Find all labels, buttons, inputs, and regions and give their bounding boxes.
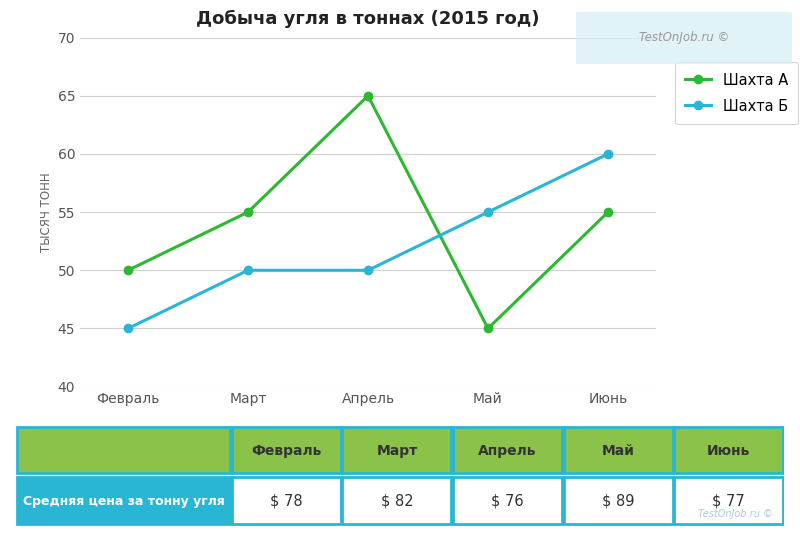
Шахта Б xyxy=(123,325,133,332)
FancyBboxPatch shape xyxy=(453,477,562,524)
Text: Апрель: Апрель xyxy=(478,444,537,458)
Text: TestOnJob.ru ©: TestOnJob.ru © xyxy=(639,31,729,44)
FancyBboxPatch shape xyxy=(453,427,562,473)
FancyBboxPatch shape xyxy=(563,477,673,524)
Y-axis label: ТЫСЯЧ ТОНН: ТЫСЯЧ ТОНН xyxy=(40,172,53,252)
FancyBboxPatch shape xyxy=(232,427,341,473)
Шахта А xyxy=(243,209,253,215)
FancyBboxPatch shape xyxy=(17,477,230,524)
Шахта А xyxy=(123,267,133,273)
Text: $ 89: $ 89 xyxy=(602,494,634,509)
Text: $ 82: $ 82 xyxy=(381,494,414,509)
Text: Средняя цена за тонну угля: Средняя цена за тонну угля xyxy=(22,495,224,508)
Text: $ 76: $ 76 xyxy=(491,494,524,509)
FancyBboxPatch shape xyxy=(232,477,341,524)
Text: Май: Май xyxy=(602,444,634,458)
Шахта Б xyxy=(483,209,493,215)
FancyBboxPatch shape xyxy=(570,12,794,64)
Text: Февраль: Февраль xyxy=(251,444,322,458)
FancyBboxPatch shape xyxy=(563,427,673,473)
Шахта Б xyxy=(603,151,613,157)
FancyBboxPatch shape xyxy=(342,427,451,473)
Title: Добыча угля в тоннах (2015 год): Добыча угля в тоннах (2015 год) xyxy=(196,10,540,28)
Шахта А xyxy=(603,209,613,215)
Legend: Шахта А, Шахта Б: Шахта А, Шахта Б xyxy=(675,62,798,125)
FancyBboxPatch shape xyxy=(674,477,783,524)
Text: TestOnJob.ru ©: TestOnJob.ru © xyxy=(698,510,773,519)
FancyBboxPatch shape xyxy=(342,477,451,524)
Шахта А xyxy=(363,92,373,99)
Text: $ 78: $ 78 xyxy=(270,494,302,509)
FancyBboxPatch shape xyxy=(674,427,783,473)
Шахта Б xyxy=(243,267,253,273)
Line: Шахта Б: Шахта Б xyxy=(124,150,612,332)
Text: $ 77: $ 77 xyxy=(712,494,745,509)
Text: Июнь: Июнь xyxy=(707,444,750,458)
Шахта А xyxy=(483,325,493,332)
Шахта Б xyxy=(363,267,373,273)
Text: Март: Март xyxy=(376,444,418,458)
FancyBboxPatch shape xyxy=(17,427,230,473)
Line: Шахта А: Шахта А xyxy=(124,92,612,332)
